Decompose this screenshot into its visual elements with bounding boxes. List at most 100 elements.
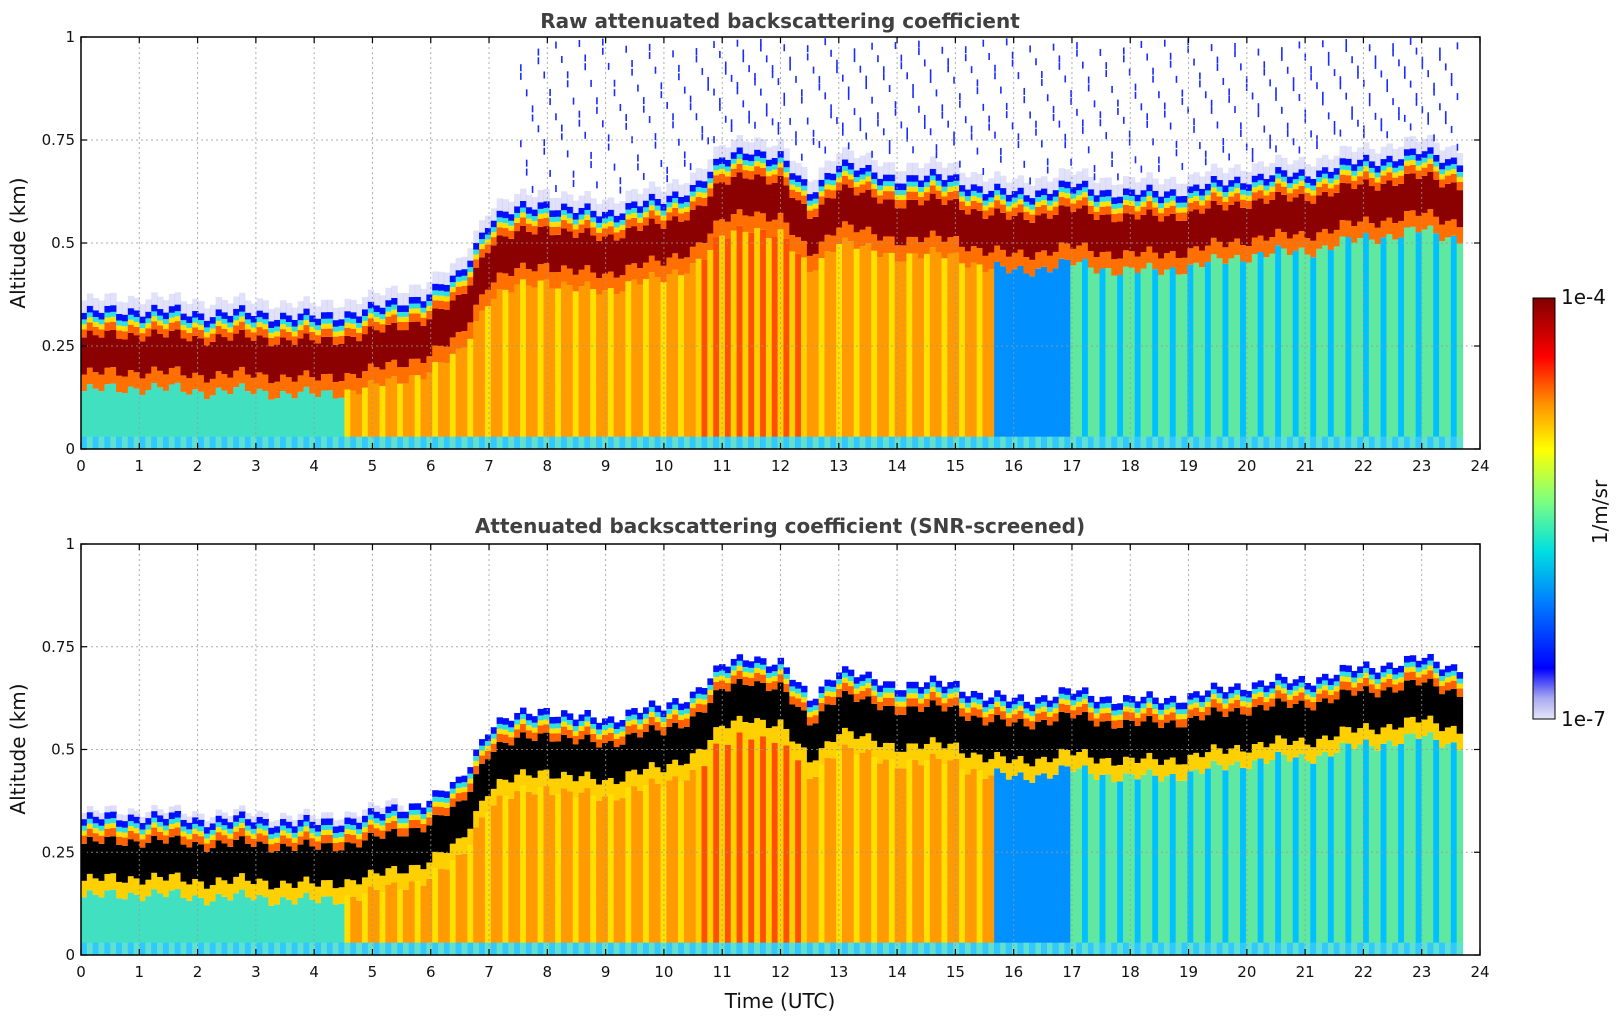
backscatter-cell: [836, 734, 843, 751]
backscatter-cell: [1403, 173, 1411, 212]
x-tick-label: 0: [76, 457, 86, 475]
backscatter-cell: [92, 878, 100, 895]
surface-strip: [1403, 942, 1411, 955]
backscatter-cell: [923, 187, 931, 193]
backscatter-cell: [244, 880, 252, 898]
backscatter-cell: [1345, 677, 1352, 682]
backscatter-cell: [110, 823, 117, 829]
backscatter-cell: [543, 263, 550, 280]
backscatter-halo: [1310, 166, 1317, 179]
noise-speck: [1415, 98, 1418, 106]
surface-strip: [1181, 942, 1188, 955]
backscatter-cell: [853, 195, 861, 233]
backscatter-cell: [1234, 694, 1241, 700]
backscatter-cell: [438, 807, 445, 816]
backscatter-cell: [1099, 214, 1107, 253]
backscatter-cell: [297, 375, 305, 392]
x-tick-label: 3: [251, 457, 261, 475]
backscatter-cell: [508, 720, 515, 728]
backscatter-cell: [198, 338, 205, 376]
backscatter-halo: [806, 181, 814, 195]
backscatter-cell: [391, 376, 398, 449]
backscatter-halo: [92, 298, 100, 311]
backscatter-cell: [982, 707, 989, 713]
backscatter-cell: [994, 208, 1001, 246]
backscatter-cell: [1439, 187, 1446, 225]
noise-speck: [1392, 49, 1394, 57]
backscatter-halo: [309, 815, 316, 822]
backscatter-cell: [1099, 758, 1107, 775]
backscatter-cell: [1433, 179, 1440, 217]
backscatter-halo: [461, 256, 468, 270]
surface-strip: [865, 942, 872, 955]
backscatter-cell: [1216, 191, 1224, 197]
backscatter-cell: [1204, 690, 1212, 698]
noise-speck: [1140, 103, 1143, 111]
backscatter-cell: [1175, 709, 1183, 715]
backscatter-cell: [537, 786, 545, 955]
backscatter-halo: [256, 298, 264, 311]
backscatter-cell: [1409, 671, 1417, 680]
backscatter-cell: [812, 270, 820, 449]
backscatter-cell: [1041, 250, 1048, 267]
backscatter-cell: [379, 369, 386, 386]
backscatter-cell: [1128, 205, 1136, 215]
backscatter-cell: [1433, 233, 1440, 449]
backscatter-cell: [754, 667, 761, 673]
backscatter-cell: [894, 690, 902, 697]
surface-strip: [198, 942, 205, 955]
backscatter-cell: [402, 818, 410, 824]
backscatter-cell: [1070, 265, 1077, 449]
backscatter-cell: [1041, 695, 1048, 702]
backscatter-cell: [1134, 717, 1142, 727]
backscatter-cell: [332, 336, 340, 345]
backscatter-cell: [81, 312, 88, 320]
backscatter-cell: [760, 669, 767, 675]
backscatter-cell: [157, 320, 164, 326]
backscatter-cell: [1368, 239, 1376, 449]
backscatter-cell: [730, 230, 738, 449]
backscatter-cell: [1058, 693, 1066, 699]
noise-speck: [1011, 122, 1014, 130]
backscatter-cell: [976, 202, 984, 211]
surface-strip: [654, 942, 662, 955]
backscatter-cell: [1403, 149, 1411, 156]
backscatter-cell: [836, 688, 843, 698]
backscatter-halo: [1345, 146, 1352, 159]
backscatter-cell: [888, 174, 896, 182]
backscatter-cell: [1163, 722, 1171, 760]
backscatter-cell: [537, 720, 545, 726]
surface-strip: [104, 436, 111, 449]
backscatter-cell: [1380, 743, 1388, 955]
backscatter-cell: [104, 384, 111, 449]
backscatter-cell: [1041, 266, 1048, 449]
backscatter-cell: [1374, 689, 1382, 698]
backscatter-cell: [1099, 252, 1107, 269]
x-tick-label: 8: [543, 457, 553, 475]
backscatter-cell: [110, 305, 117, 312]
backscatter-cell: [1398, 159, 1405, 166]
backscatter-cell: [847, 686, 855, 695]
surface-strip: [531, 436, 539, 449]
surface-strip: [836, 942, 843, 955]
backscatter-cell: [842, 176, 849, 185]
backscatter-cell: [186, 839, 193, 848]
noise-speck: [1111, 151, 1113, 159]
backscatter-cell: [1017, 194, 1025, 200]
backscatter-cell: [1041, 200, 1048, 206]
surface-strip: [1187, 436, 1194, 449]
backscatter-cell: [754, 174, 761, 212]
backscatter-cell: [719, 688, 726, 726]
backscatter-cell: [1281, 683, 1288, 689]
backscatter-cell: [350, 830, 357, 836]
backscatter-cell: [262, 337, 269, 375]
surface-strip: [420, 942, 427, 955]
backscatter-cell: [104, 312, 111, 318]
backscatter-halo: [818, 167, 826, 180]
backscatter-cell: [689, 769, 697, 955]
backscatter-cell: [174, 382, 182, 449]
noise-speck: [1345, 39, 1348, 47]
backscatter-cell: [1240, 706, 1247, 715]
backscatter-cell: [1322, 685, 1329, 691]
surface-strip: [742, 436, 749, 449]
